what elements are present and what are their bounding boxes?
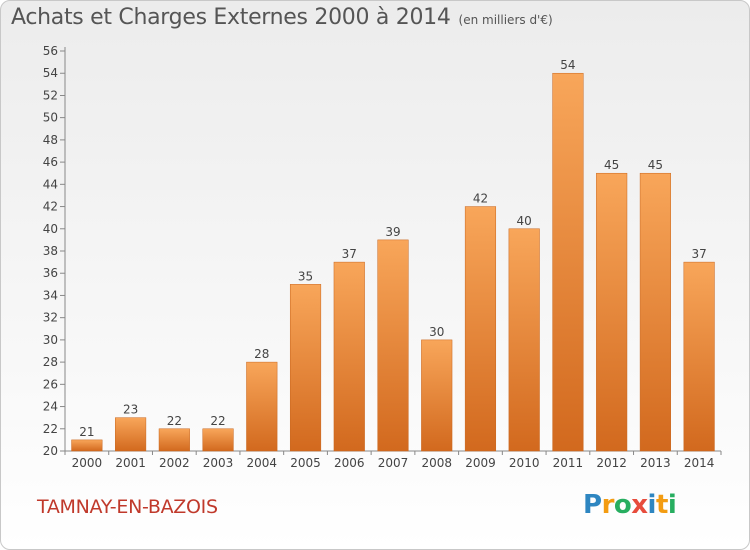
bar — [289, 284, 322, 452]
bar — [333, 261, 365, 452]
x-tick-label: 2005 — [290, 456, 321, 470]
y-tick-label: 38 — [43, 244, 58, 258]
x-tick-label: 2012 — [596, 456, 627, 470]
data-label: 54 — [560, 58, 575, 72]
data-label: 22 — [210, 414, 225, 428]
y-tick-label: 32 — [43, 311, 58, 325]
proxiti-logo: Proxiti — [583, 490, 677, 520]
x-tick-label: 2001 — [115, 456, 146, 470]
bar — [596, 172, 628, 452]
logo-letter: i — [667, 490, 677, 520]
data-label: 40 — [517, 214, 532, 228]
data-label: 23 — [123, 403, 138, 417]
y-tick-label: 44 — [43, 177, 58, 191]
data-label: 22 — [167, 414, 182, 428]
bar — [158, 428, 190, 452]
bar — [377, 239, 409, 452]
y-tick-label: 24 — [43, 400, 58, 414]
y-tick-label: 52 — [43, 88, 58, 102]
y-tick-label: 28 — [43, 355, 58, 369]
y-tick-label: 40 — [43, 222, 58, 236]
x-tick-label: 2007 — [378, 456, 409, 470]
y-tick-label: 22 — [43, 422, 58, 436]
y-tick-label: 48 — [43, 133, 58, 147]
y-tick-label: 56 — [43, 44, 58, 58]
data-label: 42 — [473, 192, 488, 206]
x-tick-label: 2002 — [159, 456, 190, 470]
y-tick-label: 30 — [43, 333, 58, 347]
x-tick-label: 2009 — [465, 456, 496, 470]
y-tick-label: 54 — [43, 66, 58, 80]
data-label: 45 — [648, 158, 663, 172]
bar — [464, 206, 497, 452]
x-tick-label: 2008 — [421, 456, 452, 470]
x-tick-label: 2000 — [72, 456, 103, 470]
logo-letter: i — [647, 490, 657, 520]
data-label: 28 — [254, 347, 269, 361]
y-tick-label: 46 — [43, 155, 58, 169]
y-tick-label: 34 — [43, 288, 58, 302]
x-tick-label: 2004 — [247, 456, 278, 470]
title-text: Achats et Charges Externes 2000 à 2014 — [11, 5, 451, 30]
data-label: 37 — [342, 247, 357, 261]
data-label: 35 — [298, 269, 313, 283]
data-label: 45 — [604, 158, 619, 172]
bar — [421, 339, 453, 452]
y-tick-label: 50 — [43, 111, 58, 125]
logo-letter: t — [655, 490, 668, 520]
commune-name: TAMNAY-EN-BAZOIS — [37, 496, 218, 518]
bar — [115, 417, 147, 452]
chart-title: Achats et Charges Externes 2000 à 2014 (e… — [11, 5, 553, 30]
bar — [202, 428, 234, 452]
data-label: 37 — [691, 247, 706, 261]
data-label: 30 — [429, 325, 444, 339]
data-label: 39 — [385, 225, 400, 239]
y-tick-label: 42 — [43, 200, 58, 214]
bar — [639, 172, 671, 452]
x-tick-label: 2013 — [640, 456, 671, 470]
bar — [552, 72, 584, 452]
logo-letter: r — [601, 490, 615, 520]
x-tick-label: 2010 — [509, 456, 540, 470]
bar — [508, 228, 540, 452]
x-tick-label: 2003 — [203, 456, 234, 470]
y-tick-label: 20 — [43, 444, 58, 458]
x-tick-label: 2006 — [334, 456, 365, 470]
logo-letter: x — [631, 490, 648, 520]
logo-letter: o — [613, 490, 632, 520]
data-label: 21 — [79, 425, 94, 439]
x-tick-label: 2014 — [684, 456, 715, 470]
x-tick-label: 2011 — [553, 456, 584, 470]
logo-letter: P — [583, 490, 602, 520]
bar — [683, 261, 715, 452]
bar — [71, 439, 103, 452]
y-tick-label: 36 — [43, 266, 58, 280]
bar — [246, 361, 278, 452]
unit-text: (en milliers d'€) — [458, 13, 553, 27]
y-tick-label: 26 — [43, 377, 58, 391]
